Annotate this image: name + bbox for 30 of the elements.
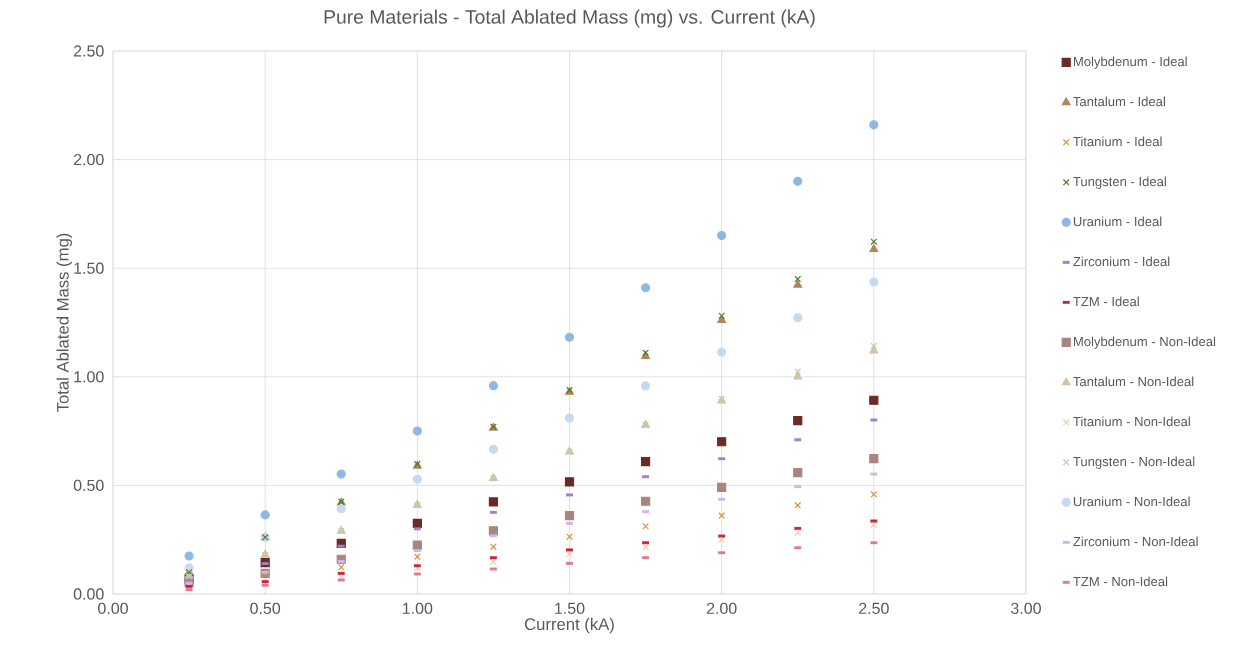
legend-label: Tungsten - Ideal <box>1073 176 1166 189</box>
y-tick-label: 0.00 <box>73 588 104 600</box>
y-tick-label: 1.50 <box>74 262 104 274</box>
legend-label: Tungsten - Non-Ideal <box>1073 456 1195 469</box>
x-tick-label: 3.00 <box>1011 602 1041 615</box>
legend-label: Tantalum - Non-Ideal <box>1073 376 1194 387</box>
y-tick-label: 2.50 <box>73 45 104 57</box>
legend-label: Zirconium - Non-Ideal <box>1073 536 1198 547</box>
legend-label: Uranium - Non-Ideal <box>1073 496 1190 507</box>
y-tick-label: 0.50 <box>73 479 104 492</box>
x-tick-label: 2.50 <box>859 602 889 615</box>
chart-title: Pure Materials - Total Ablated Mass (mg) vs. Current (kA) <box>324 9 815 28</box>
legend-label: Tantalum - Ideal <box>1073 96 1165 107</box>
legend-label: Uranium - Ideal <box>1073 216 1162 227</box>
legend-label: Molybdenum - Non-Ideal <box>1073 336 1216 349</box>
legend-label: TZM - Non-Ideal <box>1073 576 1168 587</box>
x-tick-label: 1.50 <box>555 602 585 615</box>
legend-label: TZM - Ideal <box>1073 296 1139 307</box>
x-tick-label: 0.00 <box>98 602 128 615</box>
legend-label: Molybdenum - Ideal <box>1073 56 1187 69</box>
legend-label: Titanium - Non-Ideal <box>1073 416 1190 427</box>
y-tick-label: 2.00 <box>73 153 104 166</box>
y-axis-title: Total Ablated Mass (mg) <box>56 233 72 412</box>
y-tick-label: 1.00 <box>74 371 104 383</box>
x-tick-label: 2.00 <box>706 602 737 615</box>
x-axis-title: Current (kA) <box>524 617 614 634</box>
x-tick-label: 0.50 <box>250 602 281 615</box>
legend-label: Titanium - Ideal <box>1073 136 1162 147</box>
legend-label: Zirconium - Ideal <box>1073 256 1170 267</box>
x-tick-label: 1.00 <box>402 602 433 615</box>
